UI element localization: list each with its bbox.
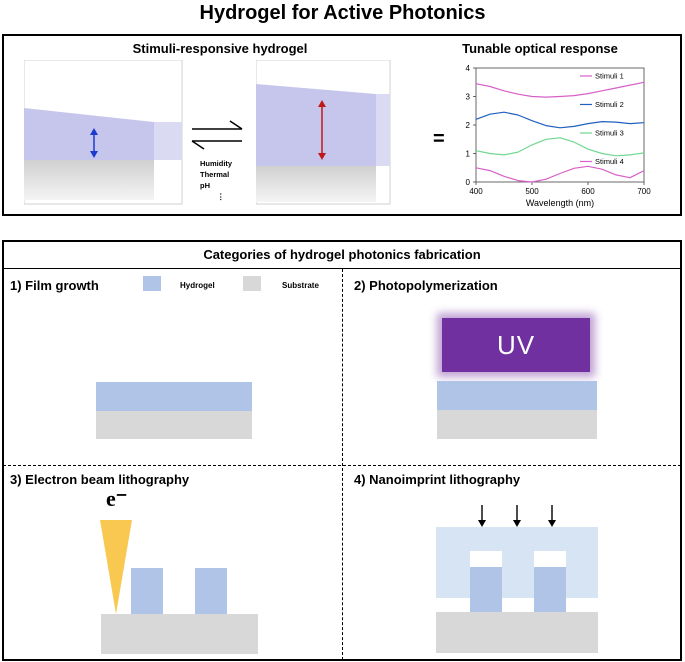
legend-label-3: Stimuli 3 <box>595 128 624 137</box>
hydrogel-block-swollen <box>256 60 391 205</box>
hydrogel-block-thin <box>24 60 183 205</box>
substrate-legend-label: Substrate <box>282 281 319 290</box>
reversible-arrow-icon <box>191 120 243 150</box>
x-tick-label: 600 <box>581 187 595 196</box>
electron-symbol: e⁻ <box>106 486 128 511</box>
series-line-1 <box>475 81 645 98</box>
vertical-divider <box>342 269 343 660</box>
x-tick-label: 400 <box>469 187 483 196</box>
condition-thermal: Thermal <box>200 170 230 179</box>
top-panel <box>2 34 682 216</box>
legend-label-4: Stimuli 4 <box>595 157 624 166</box>
ebeam-pillar-right <box>195 568 227 614</box>
hydrogel-legend-label: Hydrogel <box>180 281 215 290</box>
y-tick-label: 1 <box>466 150 471 159</box>
photopoly-hydrogel-layer <box>437 381 597 410</box>
y-tick-label: 0 <box>466 178 471 187</box>
equals-sign: = <box>433 128 445 150</box>
uv-source: UV <box>442 318 590 372</box>
page-title: Hydrogel for Active Photonics <box>199 2 486 24</box>
electron-beam <box>100 520 132 614</box>
optical-response-title: Tunable optical response <box>462 41 618 56</box>
legend-label-2: Stimuli 2 <box>595 100 624 109</box>
x-tick-label: 700 <box>637 187 651 196</box>
ebeam-substrate <box>101 614 258 654</box>
nanoimprint-stack <box>436 527 598 653</box>
photopoly-substrate <box>437 410 597 439</box>
stimuli-hydrogel-title: Stimuli-responsive hydrogel <box>132 41 308 56</box>
bottom-panel <box>2 240 682 661</box>
fabrication-title: Categories of hydrogel photonics fabrica… <box>203 247 481 262</box>
press-arrows-icon <box>478 505 556 527</box>
ebeam-pillar-left <box>131 568 163 614</box>
series-line-3 <box>475 137 645 157</box>
bottom-title-divider <box>2 268 682 269</box>
condition-more: ⋮ <box>217 192 225 201</box>
chart-xlabel: Wavelength (nm) <box>526 198 594 208</box>
legend-label-1: Stimuli 1 <box>595 71 624 80</box>
condition-humidity: Humidity <box>200 159 233 168</box>
film-growth-label: 1) Film growth <box>10 278 99 293</box>
uv-label: UV <box>496 330 536 360</box>
film-substrate <box>96 411 252 439</box>
y-tick-label: 3 <box>466 93 471 102</box>
y-tick-label: 2 <box>466 121 471 130</box>
nanoimprint-label: 4) Nanoimprint lithography <box>354 472 521 487</box>
condition-ph: pH <box>200 181 210 190</box>
ebeam-label: 3) Electron beam lithography <box>10 472 190 487</box>
series-line-4 <box>475 165 645 183</box>
series-line-2 <box>475 111 645 129</box>
photopolymerization-label: 2) Photopolymerization <box>354 278 498 293</box>
y-tick-label: 4 <box>466 64 471 73</box>
optical-response-chart: Wavelength (nm) 400 500 600 700 0 1 2 3 4 Stimuli… <box>466 64 652 208</box>
substrate-legend-swatch <box>243 276 261 291</box>
x-tick-label: 500 <box>525 187 539 196</box>
film-hydrogel-layer <box>96 382 252 411</box>
horizontal-divider <box>3 465 681 466</box>
hydrogel-legend-swatch <box>143 276 161 291</box>
